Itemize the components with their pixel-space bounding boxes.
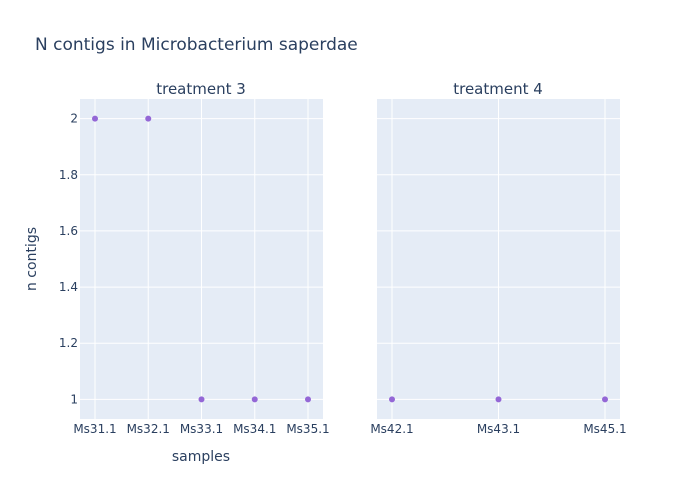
- data-point: [495, 396, 502, 403]
- y-axis-title: n contigs: [24, 227, 40, 291]
- panel-1-x-tick-label: Ms35.1: [286, 422, 329, 436]
- data-point: [92, 115, 98, 122]
- panel-title-2: treatment 4: [453, 80, 543, 98]
- x-axis-title: samples: [172, 449, 230, 465]
- data-point: [602, 396, 608, 403]
- panel-title-1: treatment 3: [156, 80, 246, 98]
- y-tick-label: 1.2: [59, 336, 78, 350]
- y-tick-label: 2: [70, 112, 78, 126]
- y-tick-label: 1: [70, 392, 78, 406]
- data-point: [305, 396, 311, 403]
- data-point: [389, 396, 395, 403]
- panel-1-x-tick-label: Ms31.1: [73, 422, 116, 436]
- panel-1-x-tick-label: Ms33.1: [180, 422, 223, 436]
- panel-2-x-tick-label: Ms42.1: [370, 422, 413, 436]
- data-point: [251, 396, 258, 403]
- data-point: [145, 115, 152, 122]
- y-tick-label: 1.4: [59, 280, 78, 294]
- chart-title: N contigs in Microbacterium saperdae: [35, 35, 358, 55]
- panel-2-x-tick-label: Ms45.1: [583, 422, 626, 436]
- y-tick-label: 1.8: [59, 168, 78, 182]
- panel-2-x-tick-label: Ms43.1: [477, 422, 520, 436]
- y-tick-label: 1.6: [59, 224, 78, 238]
- panel-1-x-tick-label: Ms34.1: [233, 422, 276, 436]
- data-point: [198, 396, 205, 403]
- panel-1-x-tick-label: Ms32.1: [127, 422, 170, 436]
